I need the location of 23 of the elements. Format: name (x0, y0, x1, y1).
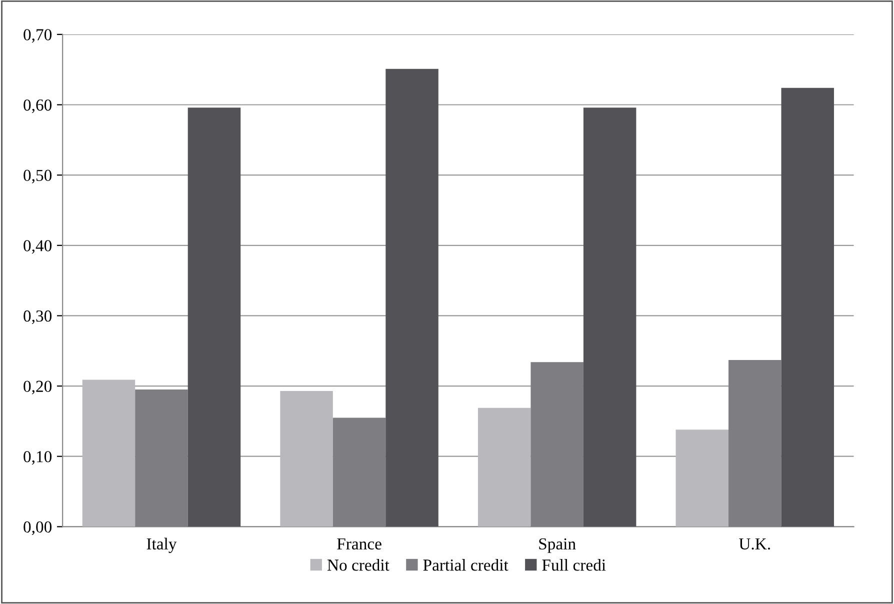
legend-label: Full credi (542, 559, 606, 571)
y-tick-label: 0,10 (24, 451, 52, 465)
y-tick-label: 0,00 (24, 521, 52, 536)
y-tick-label: 0,70 (24, 29, 52, 43)
x-tick-label: Spain (539, 538, 576, 553)
y-tick-label: 0,20 (24, 380, 52, 394)
bar (676, 430, 728, 527)
bar (82, 380, 136, 527)
bar (386, 68, 438, 527)
bar (583, 108, 636, 527)
y-tick-label: 0,50 (24, 170, 52, 184)
y-tick-label: 0,30 (24, 310, 52, 324)
bar (781, 88, 834, 527)
legend-label: Partial credit (423, 559, 508, 571)
x-tick-label: U.K. (739, 538, 770, 550)
y-tick-label: 0,60 (24, 99, 52, 114)
y-tick-label: 0,40 (24, 240, 52, 254)
bar (188, 108, 241, 527)
bar (280, 390, 333, 527)
legend-label: No credit (327, 559, 390, 571)
x-tick-label: Italy (146, 538, 177, 553)
bar (478, 408, 531, 527)
x-tick-label: France (337, 538, 382, 550)
